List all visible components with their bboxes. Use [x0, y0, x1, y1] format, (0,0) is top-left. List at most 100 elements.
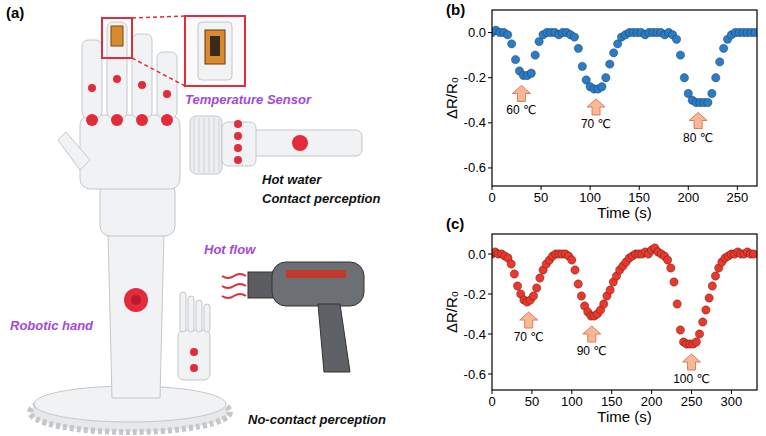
- joint: [163, 90, 171, 98]
- point: [667, 264, 675, 272]
- x-tick-label: 100: [561, 394, 583, 409]
- highlight-box: [102, 18, 132, 58]
- cup-stripe: [194, 118, 195, 172]
- illustration-label: Robotic hand: [10, 318, 94, 333]
- x-tick-label: 150: [601, 394, 623, 409]
- y-axis-title: ΔR/R₀: [443, 77, 460, 119]
- point: [570, 33, 578, 41]
- sensor-zoom: [205, 30, 225, 64]
- hot-water-cup: [190, 116, 222, 174]
- joint: [86, 114, 98, 126]
- illustration-label: Hot flow: [204, 242, 256, 257]
- point: [708, 89, 716, 97]
- figure: (a)(b)(c)Temperature SensorHot waterCont…: [0, 0, 766, 436]
- annotation: 90 ℃: [577, 344, 607, 358]
- small-finger: [204, 304, 210, 332]
- annotation: 70 ℃: [514, 330, 544, 344]
- small-finger: [188, 296, 194, 332]
- air-flow: [222, 274, 246, 278]
- point: [510, 270, 518, 278]
- illustration-label: No-contact perception: [248, 412, 386, 427]
- point: [663, 256, 671, 264]
- point: [578, 62, 586, 70]
- point: [712, 73, 720, 81]
- point: [606, 286, 614, 294]
- cup-stripe: [199, 118, 200, 172]
- point: [699, 318, 707, 326]
- point: [680, 73, 688, 81]
- zoom-box: [185, 16, 245, 86]
- sensor-zoom: [198, 22, 232, 80]
- x-axis-title: Time (s): [597, 408, 651, 425]
- y-tick-label: -0.4: [464, 115, 486, 130]
- point: [702, 306, 710, 314]
- cup-stripe: [209, 118, 210, 172]
- arm: [250, 130, 362, 156]
- point: [711, 272, 719, 280]
- joint: [136, 114, 148, 126]
- annotation-arrow: [587, 99, 605, 115]
- panel-label: (c): [446, 215, 464, 232]
- heat-gun-nozzle: [248, 272, 274, 298]
- joint: [138, 81, 146, 89]
- x-tick-label: 250: [727, 190, 749, 205]
- point: [719, 44, 727, 52]
- point: [504, 31, 512, 39]
- joint: [88, 84, 96, 92]
- illustration-label: Hot water: [262, 172, 322, 187]
- annotation-arrow: [689, 113, 707, 129]
- x-tick-label: 100: [579, 190, 601, 205]
- x-tick-label: 300: [721, 394, 743, 409]
- finger: [107, 22, 127, 118]
- x-tick-label: 250: [681, 394, 703, 409]
- hand: [222, 122, 256, 166]
- point: [750, 250, 757, 258]
- x-tick-label: 200: [641, 394, 663, 409]
- joint: [190, 364, 198, 372]
- heat-gun-handle: [318, 304, 350, 372]
- point: [676, 51, 684, 59]
- point: [598, 83, 606, 91]
- y-tick-label: 0.0: [468, 25, 486, 40]
- annotation: 70 ℃: [581, 117, 611, 131]
- point: [676, 326, 684, 334]
- joint: [161, 114, 173, 126]
- joint: [234, 144, 242, 152]
- marks: [492, 244, 757, 348]
- point: [507, 260, 515, 268]
- annotation-arrow: [520, 312, 538, 328]
- point: [692, 338, 700, 346]
- palm: [80, 115, 180, 189]
- illustration-label: Contact perception: [262, 191, 381, 206]
- annotation: 80 ℃: [683, 131, 713, 145]
- heat-gun-body: [272, 262, 364, 306]
- small-finger: [180, 292, 186, 332]
- air-flow: [222, 284, 246, 288]
- finger: [132, 34, 152, 118]
- joint: [234, 132, 242, 140]
- point: [672, 35, 680, 43]
- small-finger: [196, 300, 202, 332]
- joint: [292, 135, 308, 151]
- point: [670, 278, 678, 286]
- point: [577, 292, 585, 300]
- annotation: 60 ℃: [506, 103, 536, 117]
- point: [571, 266, 579, 274]
- annotation-arrow: [583, 326, 601, 342]
- finger: [157, 52, 177, 118]
- y-tick-label: 0.0: [468, 247, 486, 262]
- point: [695, 330, 703, 338]
- point: [704, 98, 712, 106]
- point: [532, 284, 540, 292]
- wrist: [100, 182, 175, 236]
- y-axis-title: ΔR/R₀: [443, 291, 460, 333]
- point: [507, 40, 515, 48]
- connector: [132, 16, 185, 18]
- joint: [111, 114, 123, 126]
- x-tick-label: 0: [488, 394, 495, 409]
- x-tick-label: 50: [534, 190, 548, 205]
- point: [751, 28, 757, 36]
- point: [600, 300, 608, 308]
- heat-gun-stripe: [286, 270, 346, 278]
- sensor-zoom: [210, 36, 220, 56]
